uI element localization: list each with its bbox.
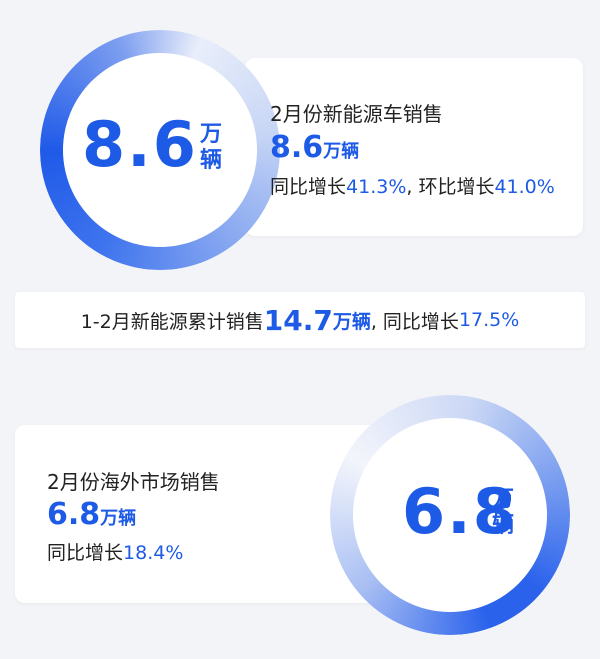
bottom-ring-inner bbox=[353, 418, 547, 612]
unit: 万辆 bbox=[332, 310, 371, 333]
unit: 万 bbox=[492, 487, 515, 512]
top-growth: 同比增长41.3%, 环比增长41.0% bbox=[270, 172, 555, 199]
value: 41.3% bbox=[346, 176, 407, 198]
text: 同比增长 bbox=[270, 176, 347, 198]
top-ring-inner bbox=[63, 53, 257, 247]
text: , 环比增长 bbox=[406, 176, 495, 198]
unit: 辆 bbox=[200, 148, 223, 173]
bottom-value-line: 6.8万辆 bbox=[47, 497, 136, 532]
middle-line: 1-2月新能源累计销售 14.7 万辆, 同比增长 17.5% bbox=[15, 292, 585, 348]
value: 8.6 bbox=[270, 130, 324, 165]
unit: 辆 bbox=[492, 513, 515, 538]
top-value-line: 8.6万辆 bbox=[270, 130, 359, 165]
unit: 万辆 bbox=[323, 141, 360, 162]
bottom-heading: 2月份海外市场销售 bbox=[47, 470, 220, 494]
value: 6.8 bbox=[47, 497, 101, 532]
value: 14.7 bbox=[263, 303, 333, 337]
text: 同比增长 bbox=[47, 542, 124, 564]
middle-banner bbox=[15, 292, 585, 348]
bottom-circle-unit: 万辆 bbox=[492, 487, 514, 539]
value: 17.5% bbox=[458, 309, 520, 331]
top-heading: 2月份新能源车销售 bbox=[270, 102, 443, 126]
text: , 同比增长 bbox=[370, 310, 459, 333]
top-card bbox=[245, 58, 583, 236]
unit: 万辆 bbox=[100, 508, 137, 529]
text: 1-2月新能源累计销售 bbox=[80, 310, 264, 333]
bottom-circle-value: 6.8 bbox=[402, 475, 518, 548]
value: 41.0% bbox=[494, 176, 555, 198]
value: 18.4% bbox=[123, 542, 184, 564]
top-circle-value: 8.6 bbox=[82, 108, 198, 181]
top-circle-unit: 万辆 bbox=[200, 122, 222, 174]
bottom-growth: 同比增长18.4% bbox=[47, 538, 183, 565]
unit: 万 bbox=[200, 122, 223, 147]
